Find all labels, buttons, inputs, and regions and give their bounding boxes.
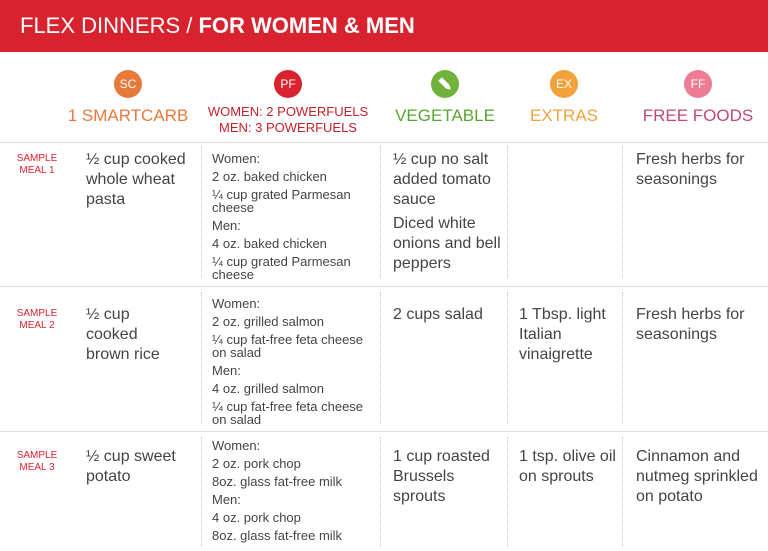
men-label: Men: — [212, 492, 241, 507]
column-divider — [201, 292, 202, 424]
meal-3-smartcarb: ½ cup sweet potato — [86, 448, 176, 485]
column-divider — [201, 437, 202, 547]
meal-label-line: SAMPLE — [16, 450, 58, 461]
meal-label-line: MEAL 2 — [19, 320, 55, 331]
men-item: 4 oz. baked chicken — [212, 236, 327, 251]
men-label: Men: — [212, 363, 241, 378]
men-item: 4 oz. pork chop — [212, 510, 301, 525]
extras-label: EXTRAS — [529, 106, 599, 125]
meal-2-powerfuels: Women: 2 oz. grilled salmon ¼ cup fat-fr… — [212, 297, 374, 426]
meal-3-extras: 1 tsp. olive oil on sprouts — [519, 448, 616, 485]
vegetable-item: ½ cup no salt added tomato sauce — [393, 151, 491, 208]
meal-3-vegetable: 1 cup roasted Brussels sprouts — [393, 447, 505, 507]
vegetable-badge — [431, 70, 459, 98]
column-divider — [507, 146, 508, 278]
page-banner: FLEX DINNERS / FOR WOMEN & MEN — [0, 0, 768, 52]
meal-label-line: MEAL 3 — [19, 462, 55, 473]
column-header-smartcarb: SC 1 SMARTCARB — [62, 70, 194, 126]
extras-badge: EX — [550, 70, 578, 98]
men-item: ¼ cup grated Parmesan cheese — [212, 254, 351, 282]
column-header-free-foods: FF FREE FOODS — [630, 70, 766, 126]
men-label: Men: — [212, 218, 241, 233]
column-divider — [622, 437, 623, 547]
row-divider — [0, 142, 768, 143]
column-header-vegetable: VEGETABLE — [384, 70, 506, 126]
meal-1-free-foods: Fresh herbs for seasonings — [636, 151, 745, 188]
meal-1-powerfuels: Women: 2 oz. baked chicken ¼ cup grated … — [212, 152, 374, 281]
vegetable-label: VEGETABLE — [395, 106, 495, 125]
women-label: Women: — [212, 296, 261, 311]
column-header-powerfuels: PF WOMEN: 2 POWERFUELS MEN: 3 POWERFUELS — [200, 70, 376, 136]
column-header-extras: EX EXTRAS — [510, 70, 618, 126]
meal-label-1: SAMPLE MEAL 1 — [6, 153, 68, 177]
column-divider — [622, 146, 623, 278]
women-item: 8oz. glass fat-free milk — [212, 474, 343, 489]
powerfuels-label-men: MEN: 3 POWERFUELS — [219, 120, 357, 135]
meal-label-line: SAMPLE — [16, 153, 58, 164]
men-item: 8oz. glass fat-free milk — [212, 528, 343, 543]
row-divider — [0, 431, 768, 432]
meal-3-powerfuels: Women: 2 oz. pork chop 8oz. glass fat-fr… — [212, 439, 374, 542]
banner-title-main: FOR WOMEN & MEN — [198, 13, 415, 38]
meal-1-smartcarb: ½ cup cooked whole wheat pasta — [86, 151, 186, 208]
women-item: 2 oz. grilled salmon — [212, 314, 324, 329]
meal-2-smartcarb: ½ cup cooked brown rice — [86, 306, 160, 363]
vegetable-item: 1 cup roasted Brussels sprouts — [393, 448, 490, 505]
meal-2-vegetable: 2 cups salad — [393, 305, 505, 325]
women-item: ¼ cup fat-free feta cheese on salad — [212, 332, 364, 360]
row-divider — [0, 286, 768, 287]
meal-3-free-foods: Cinnamon and nutmeg sprinkled on potato — [636, 448, 758, 505]
women-item: 2 oz. pork chop — [212, 456, 301, 471]
men-item: 4 oz. grilled salmon — [212, 381, 324, 396]
meal-label-line: SAMPLE — [16, 308, 58, 319]
free-foods-badge: FF — [684, 70, 712, 98]
powerfuels-label: WOMEN: 2 POWERFUELS MEN: 3 POWERFUELS — [200, 104, 376, 136]
women-label: Women: — [212, 438, 261, 453]
column-divider — [201, 146, 202, 278]
meal-2-free-foods: Fresh herbs for seasonings — [636, 306, 745, 343]
meal-label-2: SAMPLE MEAL 2 — [6, 308, 68, 332]
vegetable-item: Diced white onions and bell peppers — [393, 215, 501, 272]
banner-title-prefix: FLEX DINNERS / — [20, 13, 199, 38]
vegetable-item: 2 cups salad — [393, 306, 483, 323]
column-divider — [380, 292, 381, 424]
smartcarb-badge: SC — [114, 70, 142, 98]
meal-label-line: MEAL 1 — [19, 165, 55, 176]
column-divider — [507, 292, 508, 424]
column-divider — [380, 437, 381, 547]
women-label: Women: — [212, 151, 261, 166]
women-item: 2 oz. baked chicken — [212, 169, 327, 184]
smartcarb-label: 1 SMARTCARB — [67, 106, 189, 125]
free-foods-label: FREE FOODS — [642, 106, 754, 125]
powerfuels-badge: PF — [274, 70, 302, 98]
column-divider — [622, 292, 623, 424]
powerfuels-label-women: WOMEN: 2 POWERFUELS — [207, 104, 369, 119]
men-item: ¼ cup fat-free feta cheese on salad — [212, 399, 364, 427]
column-divider — [507, 437, 508, 547]
women-item: ¼ cup grated Parmesan cheese — [212, 187, 351, 215]
meal-2-extras: 1 Tbsp. light Italian vinaigrette — [519, 306, 606, 363]
pencil-icon — [438, 77, 451, 90]
meal-1-vegetable: ½ cup no salt added tomato sauce Diced w… — [393, 150, 505, 274]
meal-label-3: SAMPLE MEAL 3 — [6, 450, 68, 474]
column-divider — [380, 146, 381, 278]
